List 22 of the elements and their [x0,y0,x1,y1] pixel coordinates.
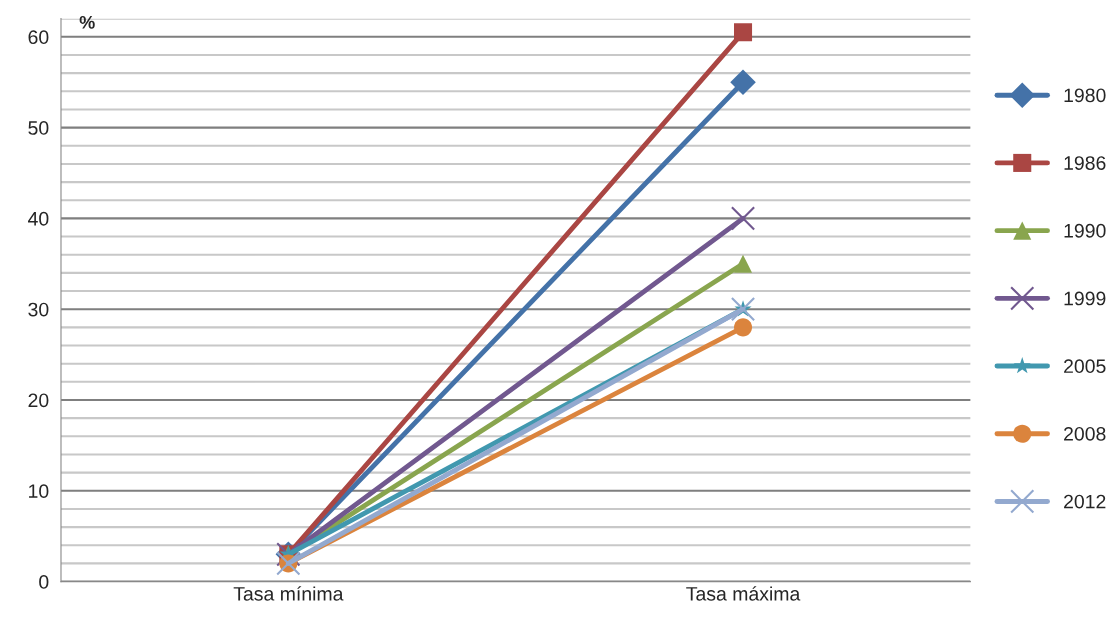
y-tick-label: 30 [28,302,49,317]
legend-label: 1990 [1064,223,1106,238]
y-tick-label: 20 [28,393,49,408]
x-tick-label: Tasa mínima [233,586,344,601]
legend-label: 2012 [1064,494,1106,509]
point [730,69,756,95]
legend-label: 2005 [1064,359,1106,374]
x-tick-label: Tasa máxima [686,586,801,601]
point [734,23,753,42]
legend-label: 1999 [1064,291,1106,306]
y-tick-label: 0 [39,575,49,589]
legend-label: 1986 [1064,156,1106,170]
y-tick-label: 10 [29,484,49,499]
legend-label: 2008 [1064,426,1106,441]
point [730,206,756,231]
y-tick-label: 60 [28,30,49,45]
point [730,297,756,322]
legend-label: 1980 [1064,88,1106,103]
y-axis-title: % [79,15,95,29]
y-tick-label: 40 [28,211,49,226]
point [734,254,753,273]
y-tick-label: 50 [28,121,49,135]
